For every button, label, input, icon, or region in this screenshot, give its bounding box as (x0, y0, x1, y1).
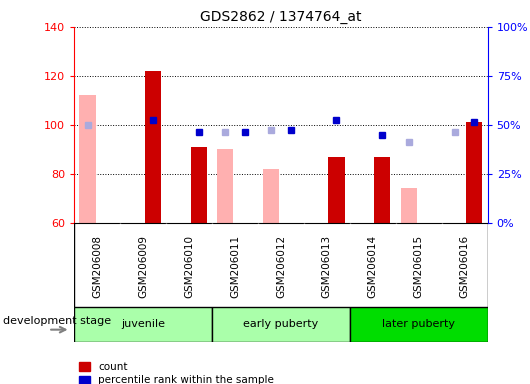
Bar (212, 307, 350, 342)
Text: GSM206009: GSM206009 (138, 235, 148, 298)
Text: development stage: development stage (3, 316, 111, 326)
Bar (80, 95, 95, 223)
Text: GSM206016: GSM206016 (460, 235, 470, 298)
Text: GSM206010: GSM206010 (184, 235, 194, 298)
Text: GSM206014: GSM206014 (368, 235, 378, 298)
Text: GSM206012: GSM206012 (276, 235, 286, 298)
Bar (350, 307, 488, 342)
Text: later puberty: later puberty (382, 319, 455, 329)
Bar (145, 71, 161, 223)
Bar (191, 147, 207, 223)
Text: GSM206015: GSM206015 (414, 235, 423, 298)
Bar (263, 169, 279, 223)
Text: juvenile: juvenile (121, 319, 165, 329)
Text: GSM206011: GSM206011 (230, 235, 240, 298)
Bar (374, 157, 391, 223)
Bar (329, 157, 345, 223)
Text: GSM206013: GSM206013 (322, 235, 332, 298)
Title: GDS2862 / 1374764_at: GDS2862 / 1374764_at (200, 10, 361, 25)
Bar (217, 149, 233, 223)
Legend: count, percentile rank within the sample, value, Detection Call = ABSENT, rank, : count, percentile rank within the sample… (80, 362, 274, 384)
Text: early puberty: early puberty (243, 319, 319, 329)
Bar (466, 122, 482, 223)
Bar (401, 189, 417, 223)
Bar (74, 307, 212, 342)
Text: GSM206008: GSM206008 (92, 235, 102, 298)
